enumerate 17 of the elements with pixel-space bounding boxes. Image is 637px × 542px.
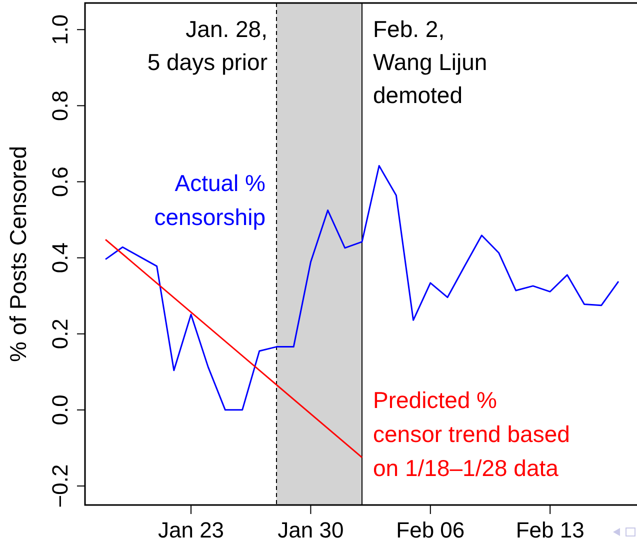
- y-tick-label: 0.6: [48, 166, 72, 198]
- x-tick-label: Feb 13: [516, 518, 584, 542]
- series-label: Predicted % censor trend based on 1/18–1/28 data: [373, 387, 570, 481]
- ref-line-label: Feb. 2, Wang Lijun demoted: [373, 16, 488, 108]
- x-tick-label: Jan 23: [158, 518, 224, 542]
- ref-line-label: Jan. 28, 5 days prior: [147, 16, 268, 75]
- y-tick-label: −0.2: [48, 464, 72, 508]
- y-tick-label: 0.8: [48, 90, 72, 121]
- y-tick-label: 0.2: [48, 318, 72, 350]
- x-tick-label: Feb 06: [396, 518, 465, 542]
- y-axis-title: % of Posts Censored: [5, 146, 31, 362]
- series-label: Actual % censorship: [154, 170, 266, 230]
- y-tick-label: 1.0: [48, 14, 72, 45]
- y-tick-label: 0.4: [48, 242, 72, 274]
- line-series: [104, 165, 620, 411]
- y-tick-label: 0.0: [48, 394, 72, 426]
- x-tick-label: Jan 30: [278, 518, 344, 542]
